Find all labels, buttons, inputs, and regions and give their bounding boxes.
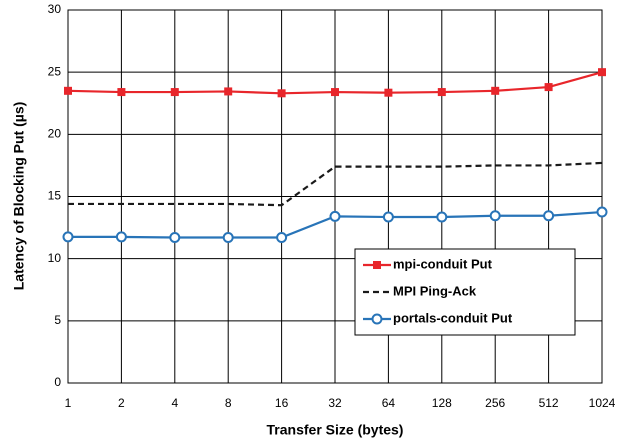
marker <box>489 210 501 222</box>
x-tick-label: 8 <box>225 396 232 410</box>
x-axis-label: Transfer Size (bytes) <box>267 422 404 438</box>
marker <box>382 211 394 223</box>
x-tick-label: 32 <box>328 396 342 410</box>
x-tick-label: 16 <box>275 396 289 410</box>
y-tick-label: 30 <box>48 2 62 16</box>
marker <box>64 86 72 95</box>
x-tick-label: 64 <box>382 396 396 410</box>
marker <box>491 86 500 95</box>
y-tick-label: 25 <box>48 64 62 78</box>
marker <box>331 88 339 97</box>
marker <box>169 232 181 244</box>
legend-label: MPI Ping-Ack <box>393 283 477 298</box>
marker <box>598 68 606 77</box>
x-tick-label: 512 <box>539 396 559 410</box>
x-tick-label: 4 <box>171 396 178 410</box>
marker <box>543 210 555 222</box>
x-tick-label: 2 <box>118 396 125 410</box>
legend-label: portals-conduit Put <box>393 310 513 325</box>
marker <box>170 88 179 97</box>
x-tick-label: 1 <box>65 396 72 410</box>
marker <box>596 206 608 218</box>
y-tick-label: 5 <box>54 313 61 327</box>
marker <box>544 83 553 92</box>
x-tick-label: 128 <box>432 396 452 410</box>
y-axis-label: Latency of Blocking Put (µs) <box>11 102 27 291</box>
plot-border <box>67 9 603 384</box>
marker <box>222 232 234 244</box>
marker <box>373 261 381 269</box>
marker <box>384 88 393 97</box>
marker <box>117 88 126 97</box>
marker <box>62 231 74 243</box>
legend-box <box>354 248 576 336</box>
legend-label: mpi-conduit Put <box>393 256 493 271</box>
y-tick-label: 10 <box>48 251 62 265</box>
legend: mpi-conduit Put MPI Ping-Ack portals-condu… <box>354 248 576 336</box>
marker <box>277 89 286 98</box>
marker <box>115 231 127 243</box>
marker <box>436 211 448 223</box>
y-tick-label: 0 <box>54 375 61 389</box>
marker <box>371 313 383 325</box>
x-tick-label: 1024 <box>589 396 616 410</box>
y-tick-label: 20 <box>48 127 62 141</box>
marker <box>329 210 341 222</box>
marker <box>276 232 288 244</box>
x-tick-label: 256 <box>485 396 505 410</box>
y-tick-label: 15 <box>48 189 62 203</box>
marker <box>224 87 233 96</box>
marker <box>437 88 446 97</box>
